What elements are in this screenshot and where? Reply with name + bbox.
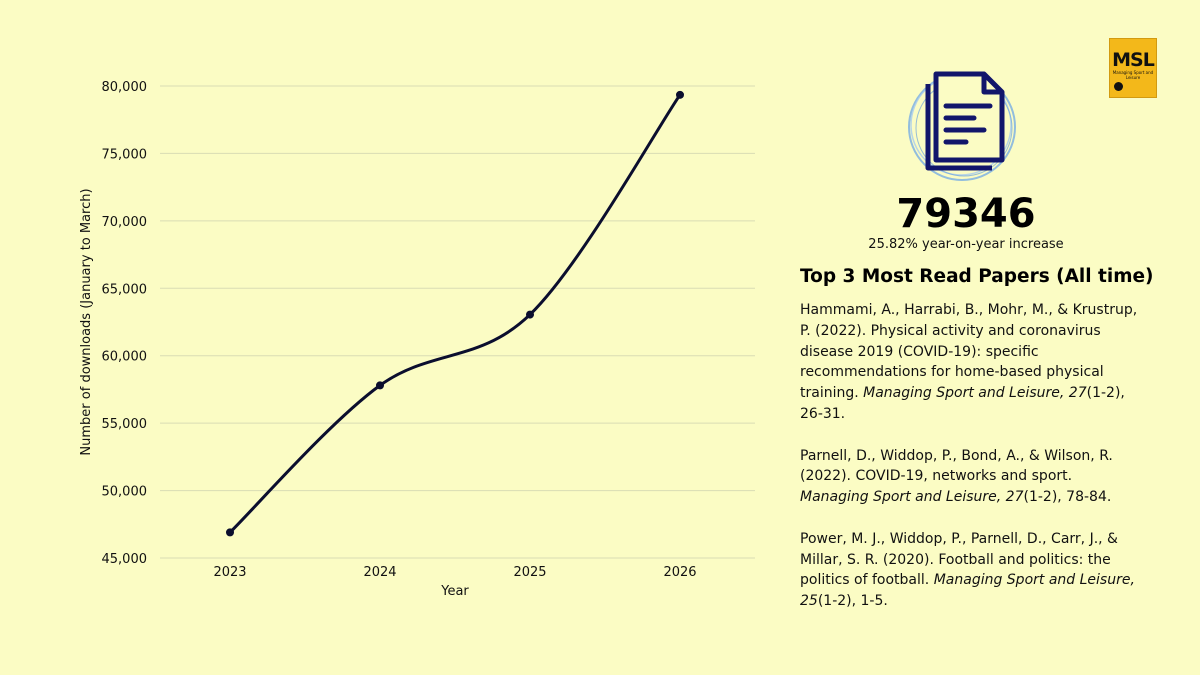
downloads-line-chart: 45,000 50,000 55,000 60,000 65,000 70,000 75,0… <box>79 80 755 599</box>
document-icon <box>908 71 1016 181</box>
papers-list: Hammami, A., Harrabi, B., Mohr, M., & Kr… <box>800 300 1145 633</box>
logo-subtitle: Managing Sport and Leisure <box>1112 70 1154 80</box>
x-axis-ticks: 2023 2024 2025 2026 <box>213 565 696 580</box>
paper-authors-title: Parnell, D., Widdop, P., Bond, A., & Wil… <box>800 447 1113 485</box>
papers-title: Top 3 Most Read Papers (All time) <box>800 266 1154 287</box>
y-tick-label: 65,000 <box>102 282 148 297</box>
x-tick-label: 2025 <box>513 565 546 580</box>
data-point <box>226 528 234 537</box>
y-tick-label: 45,000 <box>102 552 148 567</box>
logo-mark <box>1114 82 1123 91</box>
y-axis-label: Number of downloads (January to March) <box>79 188 94 455</box>
x-axis-label: Year <box>440 584 469 599</box>
gridlines <box>160 85 755 559</box>
y-tick-label: 50,000 <box>102 485 148 500</box>
logo-brand: MSL <box>1112 49 1155 71</box>
y-tick-label: 80,000 <box>102 80 148 95</box>
downloads-count: 79346 <box>896 191 1036 237</box>
y-tick-label: 55,000 <box>102 417 148 432</box>
data-point <box>676 90 684 99</box>
year-on-year-increase: 25.82% year-on-year increase <box>868 237 1064 252</box>
x-tick-label: 2024 <box>363 565 396 580</box>
paper-pages: (1-2), 78-84. <box>1023 489 1112 506</box>
y-tick-label: 75,000 <box>102 147 148 162</box>
paper-citation: Power, M. J., Widdop, P., Parnell, D., C… <box>800 529 1145 612</box>
y-tick-label: 60,000 <box>102 350 148 365</box>
x-tick-label: 2026 <box>663 565 696 580</box>
paper-journal: Managing Sport and Leisure, 25 <box>800 572 1135 610</box>
data-point <box>376 381 384 390</box>
y-tick-label: 70,000 <box>102 215 148 230</box>
msl-journal-logo: MSL Managing Sport and Leisure <box>1109 38 1157 98</box>
paper-journal: Managing Sport and Leisure, 27 <box>863 385 1087 402</box>
paper-journal: Managing Sport and Leisure, 27 <box>800 489 1024 506</box>
paper-authors-title: Power, M. J., Widdop, P., Parnell, D., C… <box>800 530 1118 589</box>
data-point <box>526 310 534 319</box>
paper-citation: Parnell, D., Widdop, P., Bond, A., & Wil… <box>800 446 1145 508</box>
series-line <box>228 93 682 534</box>
paper-citation: Hammami, A., Harrabi, B., Mohr, M., & Kr… <box>800 300 1145 425</box>
paper-authors-title: Hammami, A., Harrabi, B., Mohr, M., & Kr… <box>800 302 1138 402</box>
x-tick-label: 2023 <box>213 565 246 580</box>
y-axis-ticks: 45,000 50,000 55,000 60,000 65,000 70,000 75,0… <box>102 80 148 567</box>
paper-pages: (1-2), 1-5. <box>817 593 888 610</box>
data-points <box>226 90 684 537</box>
paper-pages: (1-2), 26-31. <box>800 385 1125 422</box>
